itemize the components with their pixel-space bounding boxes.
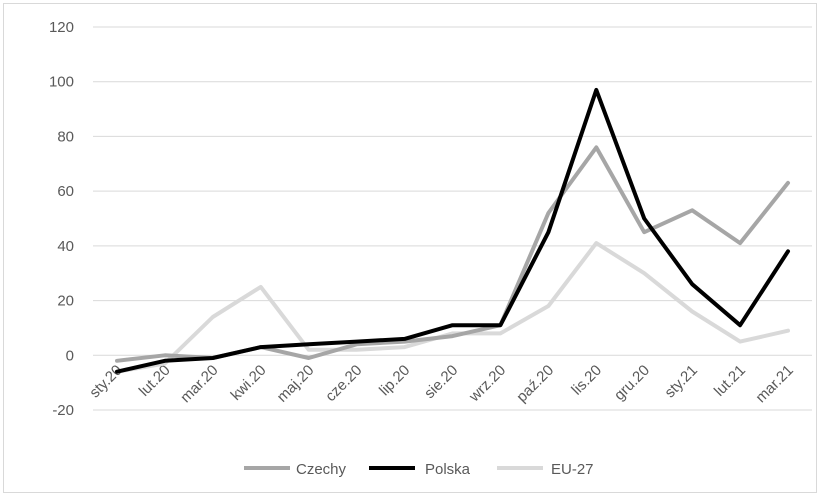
x-tick-label: maj.20 <box>274 362 318 406</box>
series-line-polska <box>115 87 790 374</box>
x-tick-label: mar.20 <box>177 362 221 406</box>
legend-label-polska: Polska <box>425 461 471 478</box>
y-axis-ticks: 120 100 80 60 40 20 0 -20 <box>49 19 74 419</box>
gridlines <box>93 26 812 411</box>
x-tick-label: kwi.20 <box>228 362 270 404</box>
x-tick-label: wrz.20 <box>465 362 509 406</box>
legend: Czechy Polska EU-27 <box>244 461 594 478</box>
x-tick-label: paź.20 <box>513 362 557 406</box>
series-lines <box>115 87 790 374</box>
x-tick-label: sty.21 <box>661 362 701 402</box>
series-line-eu-27 <box>115 241 790 374</box>
x-tick-label: sie.20 <box>421 362 461 402</box>
x-tick-label: gru.20 <box>611 362 653 404</box>
legend-label-czechy: Czechy <box>296 461 347 478</box>
y-tick-label: 100 <box>49 74 74 91</box>
y-tick-label: 80 <box>57 128 74 145</box>
x-tick-label: lut.21 <box>711 362 749 400</box>
series-line-czechy <box>115 145 790 363</box>
x-tick-label: sty.20 <box>86 362 126 402</box>
y-tick-label: 120 <box>49 19 74 36</box>
x-tick-label: mar.21 <box>752 362 796 406</box>
x-tick-label: lip.20 <box>376 362 413 399</box>
x-tick-label: lis.20 <box>568 362 605 399</box>
y-tick-label: 20 <box>57 293 74 310</box>
y-tick-label: -20 <box>52 402 74 419</box>
legend-label-eu-27: EU-27 <box>551 461 594 478</box>
x-axis-ticks: sty.20 lut.20 mar.20 kwi.20 maj.20 cze.20 lip.… <box>86 362 797 406</box>
y-tick-label: 40 <box>57 238 74 255</box>
y-tick-label: 0 <box>66 347 74 364</box>
y-tick-label: 60 <box>57 183 74 200</box>
x-tick-label: cze.20 <box>322 362 365 405</box>
chart-frame <box>3 3 817 493</box>
